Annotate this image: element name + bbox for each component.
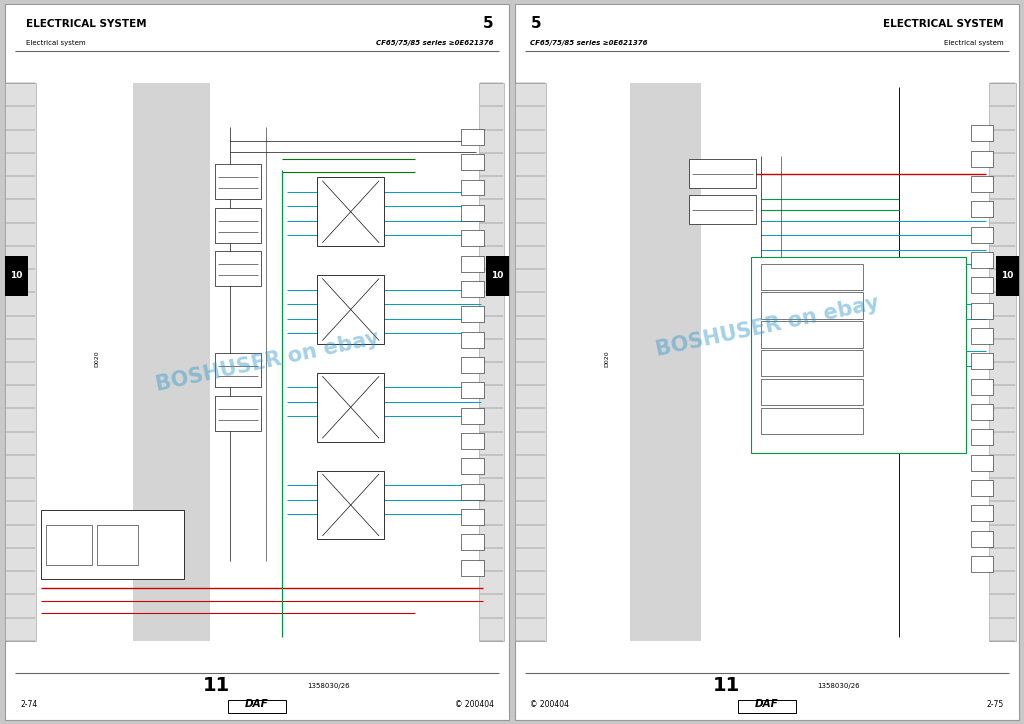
Bar xyxy=(461,154,484,170)
Bar xyxy=(133,83,210,641)
Bar xyxy=(971,303,993,319)
Bar xyxy=(215,396,261,431)
Bar xyxy=(971,252,993,268)
Text: DAF: DAF xyxy=(245,699,269,710)
Bar xyxy=(461,205,484,221)
Bar xyxy=(461,357,484,373)
Text: 11: 11 xyxy=(713,676,740,695)
Bar xyxy=(461,332,484,348)
Bar xyxy=(461,484,484,500)
Bar xyxy=(461,382,484,398)
Bar xyxy=(479,83,504,641)
Bar xyxy=(971,151,993,167)
Bar xyxy=(461,458,484,474)
Text: © 200404: © 200404 xyxy=(530,700,569,709)
Bar xyxy=(215,251,261,286)
Bar xyxy=(689,195,756,224)
Bar xyxy=(317,177,384,246)
Text: 11: 11 xyxy=(203,676,230,695)
Bar xyxy=(5,4,509,720)
Bar xyxy=(317,373,384,442)
Bar xyxy=(46,525,92,565)
Bar xyxy=(971,505,993,521)
Text: Electrical system: Electrical system xyxy=(944,41,1004,46)
Text: DAF: DAF xyxy=(755,699,779,710)
Bar xyxy=(751,257,966,452)
Bar xyxy=(228,700,286,713)
Bar xyxy=(971,404,993,420)
Text: 1358030/26: 1358030/26 xyxy=(817,683,860,689)
Bar xyxy=(461,180,484,195)
Bar xyxy=(971,201,993,217)
Bar xyxy=(761,350,863,376)
Bar xyxy=(971,277,993,293)
Bar xyxy=(461,129,484,145)
Bar xyxy=(761,292,863,319)
Bar xyxy=(971,125,993,141)
Bar xyxy=(461,256,484,272)
Bar xyxy=(41,510,184,579)
Bar xyxy=(971,429,993,445)
Bar xyxy=(461,534,484,550)
Text: BOSHUSER on ebay: BOSHUSER on ebay xyxy=(154,329,381,395)
Bar xyxy=(971,227,993,243)
Text: D020: D020 xyxy=(605,350,609,366)
Bar xyxy=(215,208,261,243)
Bar xyxy=(461,560,484,576)
Bar xyxy=(761,379,863,405)
Bar xyxy=(971,379,993,395)
Text: CF65/75/85 series ≥0E621376: CF65/75/85 series ≥0E621376 xyxy=(530,41,648,46)
Bar xyxy=(461,433,484,449)
Bar xyxy=(996,256,1019,296)
Bar xyxy=(989,83,1016,641)
Bar xyxy=(761,408,863,434)
Bar xyxy=(215,353,261,387)
Text: ELECTRICAL SYSTEM: ELECTRICAL SYSTEM xyxy=(883,19,1004,29)
Bar xyxy=(689,159,756,188)
Bar xyxy=(486,256,509,296)
Bar xyxy=(461,281,484,297)
Bar xyxy=(215,164,261,199)
Text: Electrical system: Electrical system xyxy=(26,41,85,46)
Text: CF65/75/85 series ≥0E621376: CF65/75/85 series ≥0E621376 xyxy=(376,41,494,46)
Text: 10: 10 xyxy=(1001,272,1014,280)
Bar xyxy=(317,275,384,344)
Text: 2-74: 2-74 xyxy=(20,700,38,709)
Bar xyxy=(971,328,993,344)
Bar xyxy=(761,264,863,290)
Text: 10: 10 xyxy=(10,272,23,280)
Bar xyxy=(515,83,546,641)
Bar xyxy=(761,321,863,348)
Bar xyxy=(5,83,36,641)
Bar xyxy=(971,480,993,496)
Bar xyxy=(630,83,701,641)
Text: 5: 5 xyxy=(483,17,494,31)
Bar xyxy=(971,353,993,369)
Bar xyxy=(461,230,484,246)
Bar xyxy=(5,256,28,296)
Text: 2-75: 2-75 xyxy=(986,700,1004,709)
Text: BOSHUSER on ebay: BOSHUSER on ebay xyxy=(653,292,881,360)
Bar xyxy=(971,556,993,572)
Bar xyxy=(97,525,138,565)
Bar xyxy=(317,471,384,539)
Text: ELECTRICAL SYSTEM: ELECTRICAL SYSTEM xyxy=(26,19,146,29)
Text: 1358030/26: 1358030/26 xyxy=(307,683,350,689)
Bar xyxy=(461,408,484,424)
Bar xyxy=(971,176,993,192)
Bar xyxy=(461,509,484,525)
Text: © 200404: © 200404 xyxy=(455,700,494,709)
Bar xyxy=(738,700,796,713)
Bar xyxy=(971,455,993,471)
Text: D020: D020 xyxy=(95,350,99,366)
Text: 10: 10 xyxy=(492,272,504,280)
Bar xyxy=(515,4,1019,720)
Bar xyxy=(461,306,484,322)
Bar xyxy=(971,531,993,547)
Text: 5: 5 xyxy=(530,17,541,31)
